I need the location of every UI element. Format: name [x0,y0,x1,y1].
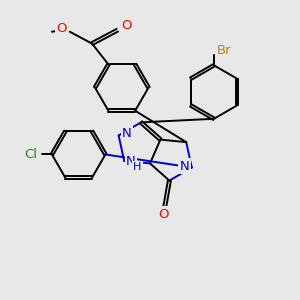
Text: Cl: Cl [25,148,38,161]
Text: N: N [126,155,136,168]
Text: O: O [56,22,67,35]
Text: N: N [122,128,132,140]
Text: O: O [121,19,131,32]
Text: Br: Br [217,44,232,57]
Text: N: N [179,160,189,172]
Text: H: H [134,162,142,172]
Text: O: O [158,208,169,221]
